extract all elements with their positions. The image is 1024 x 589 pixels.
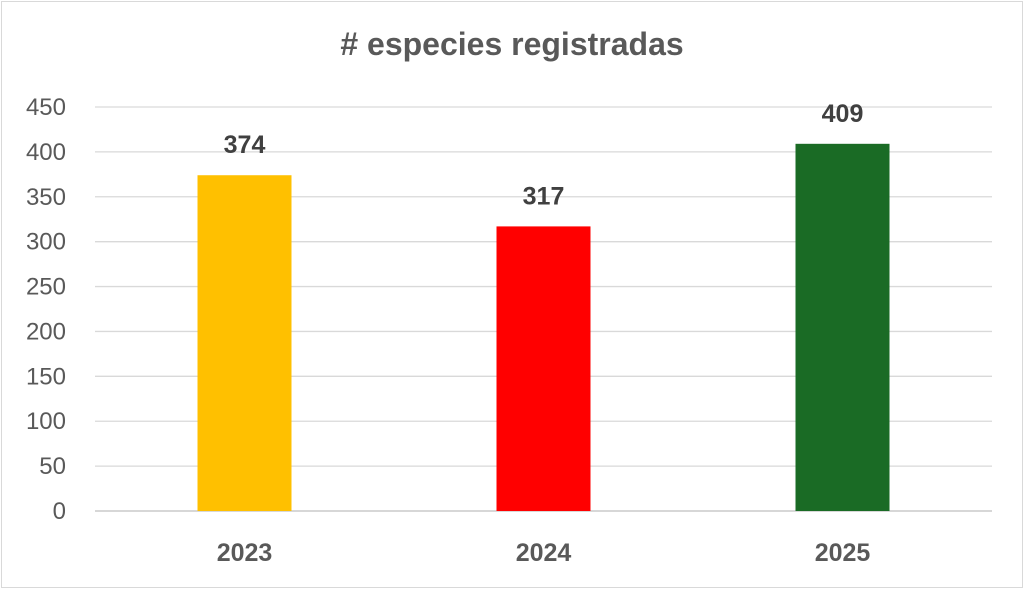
x-tick-label: 2025 xyxy=(815,539,871,567)
data-label: 409 xyxy=(822,100,864,128)
y-tick-label: 150 xyxy=(26,363,66,390)
bar xyxy=(197,175,292,511)
y-tick-label: 50 xyxy=(39,453,66,480)
y-tick-label: 350 xyxy=(26,184,66,211)
y-tick-label: 100 xyxy=(26,408,66,435)
x-tick-label: 2024 xyxy=(516,539,572,567)
data-label: 374 xyxy=(224,131,266,159)
bar xyxy=(795,143,890,511)
y-tick-label: 0 xyxy=(53,498,66,525)
y-tick-label: 450 xyxy=(26,94,66,121)
y-tick-label: 300 xyxy=(26,229,66,256)
x-tick-label: 2023 xyxy=(217,539,273,567)
data-label: 317 xyxy=(523,182,565,210)
y-tick-label: 400 xyxy=(26,139,66,166)
y-tick-label: 250 xyxy=(26,274,66,301)
bar xyxy=(496,226,591,511)
y-tick-label: 200 xyxy=(26,318,66,345)
chart-title: # especies registradas xyxy=(340,26,684,62)
